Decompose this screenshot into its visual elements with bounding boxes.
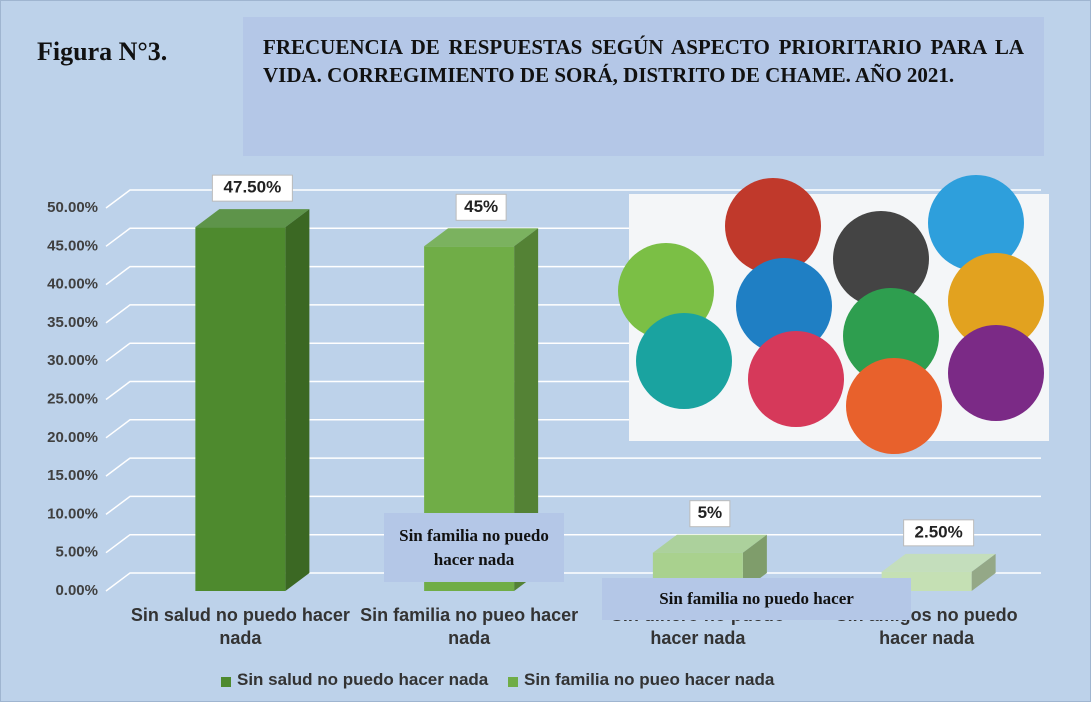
y-tick-label: 35.00% (47, 314, 98, 331)
icon (846, 358, 942, 454)
annotation-box: Sin familia no puedo hacer (602, 578, 911, 620)
icon-collage (618, 175, 1049, 454)
y-tick-label: 50.00% (47, 199, 98, 216)
chart: 0.00% 5.00% 10.00% 15.00% 20.00% 25.00% 30.00%… (1, 1, 1090, 701)
y-tick-label: 0.00% (55, 582, 98, 599)
legend-marker (221, 677, 231, 687)
icon (948, 325, 1044, 421)
y-tick-label: 45.00% (47, 237, 98, 254)
y-tick-label: 5.00% (55, 544, 98, 561)
value-label: 5% (698, 503, 723, 522)
icon (748, 331, 844, 427)
y-tick-label: 40.00% (47, 276, 98, 293)
value-label: 2.50% (915, 522, 963, 541)
y-tick-label: 30.00% (47, 352, 98, 369)
legend-marker (508, 677, 518, 687)
legend-label: Sin familia no pueo hacer nada (524, 670, 774, 690)
value-label: 47.50% (224, 178, 282, 197)
y-tick-label: 20.00% (47, 429, 98, 446)
annotation-box: Sin familia no puedo hacer nada (384, 513, 564, 582)
icon (636, 313, 732, 409)
value-label: 45% (464, 197, 498, 216)
annotation: Sin familia no puedo hacer nada (384, 524, 564, 572)
bar (195, 227, 285, 591)
annotation: Sin familia no puedo hacer (659, 589, 854, 609)
figure: Figura N°3. FRECUENCIA DE RESPUESTAS SEG… (0, 0, 1091, 702)
x-tick-label: Sin salud no puedo hacer nada (130, 604, 350, 650)
y-tick-label: 10.00% (47, 505, 98, 522)
bar-side (285, 209, 309, 591)
legend-label: Sin salud no puedo hacer nada (237, 670, 488, 690)
x-tick-label: Sin familia no pueo hacer nada (359, 604, 579, 650)
y-tick-label: 15.00% (47, 467, 98, 484)
y-tick-label: 25.00% (47, 390, 98, 407)
